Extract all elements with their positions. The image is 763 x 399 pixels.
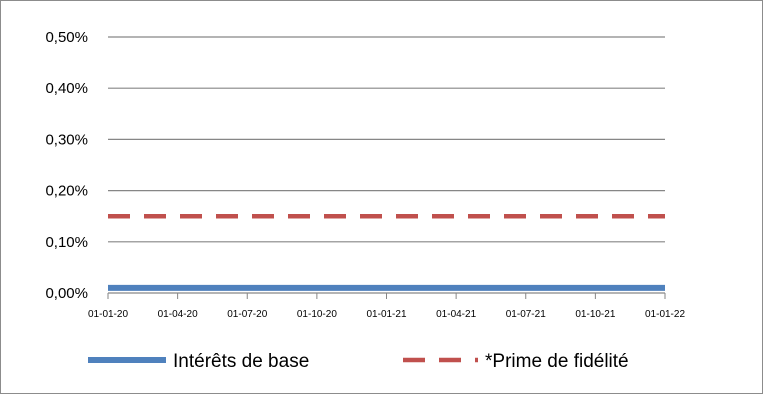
legend-label-2: *Prime de fidélité xyxy=(485,351,629,372)
y-tick-label: 0,50% xyxy=(45,29,88,46)
y-tick-label: 0,00% xyxy=(45,285,88,302)
x-tick-label: 01-01-20 xyxy=(88,309,128,320)
y-tick-label: 0,20% xyxy=(45,183,88,200)
x-tick-label: 01-10-20 xyxy=(297,309,337,320)
x-tick-label: 01-07-20 xyxy=(227,309,267,320)
y-tick-label: 0,30% xyxy=(45,131,88,148)
x-tick-labels: 01-01-20 01-04-20 01-07-20 01-10-20 01-01-21… xyxy=(88,309,685,320)
series-lines xyxy=(108,213,665,291)
gridlines xyxy=(108,36,665,243)
x-tick-label: 01-10-21 xyxy=(575,309,615,320)
x-tick-label: 01-07-21 xyxy=(506,309,546,320)
x-tick-label: 01-04-20 xyxy=(158,309,198,320)
x-tick-label: 01-01-21 xyxy=(366,309,406,320)
x-tick-label: 01-04-21 xyxy=(436,309,476,320)
y-axis: 0,00% 0,10% 0,20% 0,30% 0,40% 0,50% xyxy=(45,29,88,302)
x-tick-label: 01-01-22 xyxy=(645,309,685,320)
legend: Intérêts de base *Prime de fidélité xyxy=(88,351,629,372)
y-tick-label: 0,40% xyxy=(45,80,88,97)
x-axis xyxy=(107,292,666,299)
y-tick-label: 0,10% xyxy=(45,234,88,251)
legend-label-1: Intérêts de base xyxy=(173,351,309,372)
